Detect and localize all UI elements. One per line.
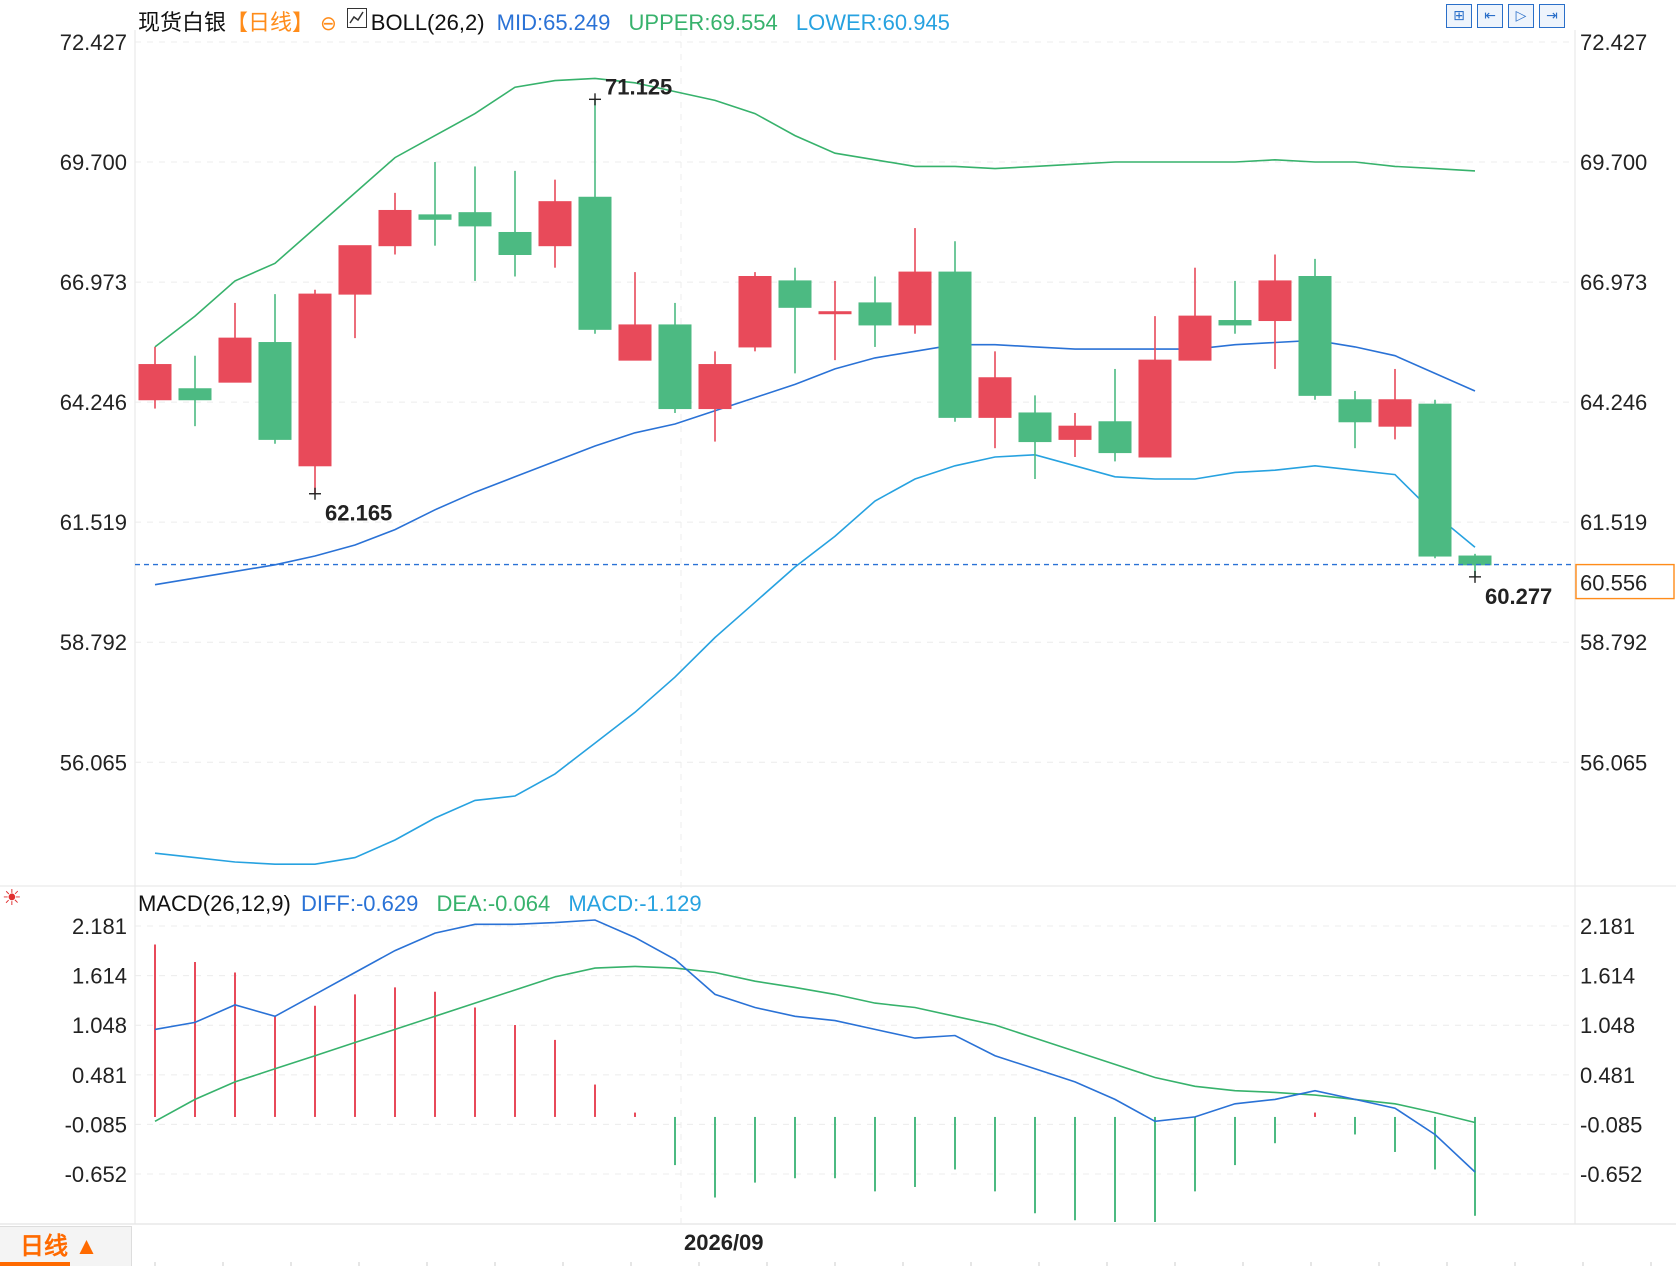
x-tick-label: 2026/09 <box>684 1230 764 1255</box>
candle-body <box>578 196 612 330</box>
candle-body <box>1458 555 1492 566</box>
macd-label[interactable]: MACD(26,12,9) <box>138 891 291 916</box>
candle-body <box>1258 280 1292 322</box>
candle-body <box>818 311 852 315</box>
candle-body <box>418 214 452 220</box>
macd-diff-value: DIFF:-0.629 <box>300 891 419 916</box>
macd-header: MACD(26,12,9) DIFF:-0.629 DEA:-0.064 MAC… <box>138 891 702 917</box>
candle-body <box>178 388 212 401</box>
candle-body <box>658 324 692 410</box>
period-selector-tab[interactable]: 日线 ▲ <box>0 1226 132 1266</box>
macd-y-tick-label-left: -0.085 <box>65 1112 127 1137</box>
boll-lower-line <box>154 453 1476 866</box>
macd-dea-value: DEA:-0.064 <box>436 891 551 916</box>
macd-y-tick-label-right: -0.085 <box>1580 1112 1642 1137</box>
y-tick-label-right: 58.792 <box>1580 630 1647 655</box>
boll-mid-line <box>154 339 1476 586</box>
macd-y-tick-label-right: 2.181 <box>1580 914 1635 939</box>
y-tick-label-left: 56.065 <box>60 750 127 775</box>
boll-mid-value: MID:65.249 <box>496 10 611 35</box>
low-marker-label: 62.165 <box>325 501 392 526</box>
candle-body <box>1298 276 1332 396</box>
candle-body <box>1058 425 1092 440</box>
candle-body <box>1218 320 1252 326</box>
candle-body <box>498 231 532 255</box>
candle-body <box>338 245 372 295</box>
indicator-icon[interactable] <box>346 8 367 28</box>
candle-body <box>1418 403 1452 557</box>
candle-body <box>1338 399 1372 423</box>
target-icon[interactable]: ⊖ <box>320 11 337 35</box>
macd-y-tick-label-left: -0.652 <box>65 1162 127 1187</box>
macd-settings-icon[interactable]: ☀ <box>2 886 22 911</box>
y-tick-label-right: 64.246 <box>1580 390 1647 415</box>
last-price-label: 60.556 <box>1580 571 1647 596</box>
y-tick-label-right: 66.973 <box>1580 270 1647 295</box>
candle-body <box>138 364 172 401</box>
macd-y-tick-label-right: 0.481 <box>1580 1063 1635 1088</box>
candle-body <box>1098 421 1132 454</box>
y-tick-label-left: 64.246 <box>60 390 127 415</box>
y-tick-label-left: 61.519 <box>60 510 127 535</box>
y-tick-label-left: 66.973 <box>60 270 127 295</box>
candle-body <box>1378 399 1412 427</box>
y-tick-label-right: 56.065 <box>1580 750 1647 775</box>
y-tick-label-left: 69.700 <box>60 150 127 175</box>
macd-diff-line <box>154 919 1476 1173</box>
instrument-name: 现货白银 <box>138 10 227 35</box>
boll-label[interactable]: BOLL(26,2) <box>370 10 485 35</box>
candle-body <box>778 280 812 308</box>
boll-upper-line <box>154 77 1476 348</box>
candle-body <box>1178 315 1212 361</box>
candle-body <box>698 364 732 410</box>
candle-body <box>1138 359 1172 458</box>
candle-body <box>258 342 292 440</box>
last-price-box <box>1575 563 1675 600</box>
y-tick-label-right: 72.427 <box>1580 30 1647 55</box>
fullscreen-icon[interactable]: ⊞ <box>1446 4 1472 28</box>
candle-body <box>298 293 332 467</box>
macd-y-tick-label-left: 2.181 <box>72 914 127 939</box>
period-tag[interactable]: 【日线】 <box>226 10 315 35</box>
candle-body <box>458 212 492 227</box>
y-tick-label-right: 61.519 <box>1580 510 1647 535</box>
candle-body <box>1018 412 1052 443</box>
high-marker-label: 71.125 <box>605 74 672 99</box>
macd-dea-line <box>154 965 1476 1124</box>
candle-body <box>378 209 412 247</box>
y-tick-label-left: 72.427 <box>60 30 127 55</box>
y-tick-label-left: 58.792 <box>60 630 127 655</box>
candle-body <box>898 271 932 326</box>
y-tick-label-right: 69.700 <box>1580 150 1647 175</box>
macd-y-tick-label-right: -0.652 <box>1580 1162 1642 1187</box>
chart-end-icon[interactable]: ⇥ <box>1539 4 1565 28</box>
boll-upper-value: UPPER:69.554 <box>628 10 778 35</box>
low-marker-label: 60.277 <box>1485 584 1552 609</box>
candle-body <box>218 337 252 383</box>
candle-body <box>858 302 892 326</box>
macd-value: MACD:-1.129 <box>568 891 702 916</box>
candle-body <box>938 271 972 418</box>
chart-play-icon[interactable]: ▷ <box>1508 4 1534 28</box>
chart-step-icon[interactable]: ⇤ <box>1477 4 1503 28</box>
candle-body <box>618 324 652 361</box>
candle-body <box>738 276 772 348</box>
boll-lower-value: LOWER:60.945 <box>795 10 950 35</box>
macd-y-tick-label-right: 1.614 <box>1580 964 1635 989</box>
macd-y-tick-label-right: 1.048 <box>1580 1013 1635 1038</box>
candle-body <box>538 201 572 247</box>
price-header: 现货白银【日线】 ⊖ BOLL(26,2) MID:65.249 UPPER:69.… <box>138 5 950 37</box>
macd-y-tick-label-left: 1.614 <box>72 964 127 989</box>
macd-y-tick-label-left: 0.481 <box>72 1063 127 1088</box>
candle-body <box>978 377 1012 418</box>
macd-y-tick-label-left: 1.048 <box>72 1013 127 1038</box>
